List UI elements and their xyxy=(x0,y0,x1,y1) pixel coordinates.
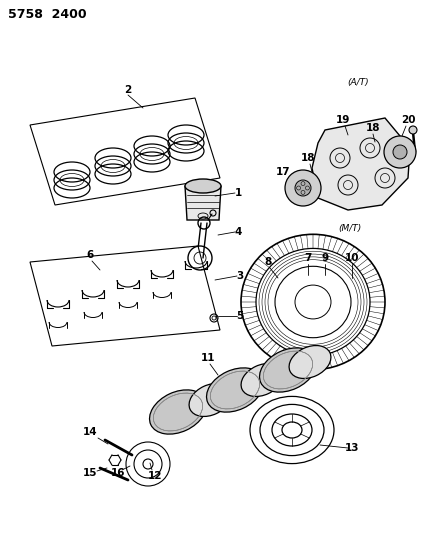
Text: 20: 20 xyxy=(401,115,415,125)
Ellipse shape xyxy=(241,364,283,397)
Text: 13: 13 xyxy=(345,443,359,453)
Text: 14: 14 xyxy=(83,427,97,437)
Text: 9: 9 xyxy=(321,253,329,263)
Text: 19: 19 xyxy=(336,115,350,125)
Text: 18: 18 xyxy=(301,153,315,163)
Text: 15: 15 xyxy=(83,468,97,478)
Ellipse shape xyxy=(259,348,316,392)
Ellipse shape xyxy=(149,390,206,434)
Text: 5: 5 xyxy=(236,311,244,321)
Text: (A/T): (A/T) xyxy=(347,77,369,86)
Polygon shape xyxy=(312,118,410,210)
Ellipse shape xyxy=(185,179,221,193)
Text: 4: 4 xyxy=(234,227,242,237)
Polygon shape xyxy=(30,246,220,346)
Text: 3: 3 xyxy=(236,271,244,281)
Text: 7: 7 xyxy=(304,253,312,263)
Circle shape xyxy=(285,170,321,206)
Text: 5758  2400: 5758 2400 xyxy=(8,7,86,20)
Text: 1: 1 xyxy=(235,188,242,198)
Text: 18: 18 xyxy=(366,123,380,133)
Ellipse shape xyxy=(289,345,331,378)
Polygon shape xyxy=(30,98,220,205)
Text: (M/T): (M/T) xyxy=(339,223,362,232)
Ellipse shape xyxy=(207,368,264,412)
Text: 10: 10 xyxy=(345,253,359,263)
Text: 16: 16 xyxy=(111,468,125,478)
Text: 11: 11 xyxy=(201,353,215,363)
Circle shape xyxy=(384,136,416,168)
Text: 12: 12 xyxy=(148,471,162,481)
Polygon shape xyxy=(185,186,221,220)
Text: 17: 17 xyxy=(276,167,290,177)
Circle shape xyxy=(409,126,417,134)
Text: 8: 8 xyxy=(265,257,272,267)
Text: 2: 2 xyxy=(125,85,132,95)
Text: 6: 6 xyxy=(86,250,94,260)
Circle shape xyxy=(295,180,311,196)
Circle shape xyxy=(393,145,407,159)
Ellipse shape xyxy=(189,384,231,416)
